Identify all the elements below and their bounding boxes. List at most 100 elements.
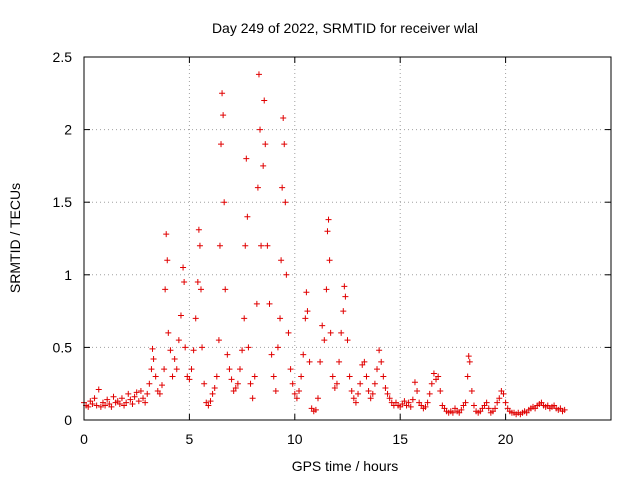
data-point <box>142 399 149 406</box>
data-point <box>405 399 412 406</box>
data-point <box>245 344 252 351</box>
data-point <box>213 373 220 380</box>
data-point <box>331 385 338 392</box>
data-point <box>89 401 96 408</box>
plot-frame <box>83 56 612 421</box>
data-point <box>485 405 492 412</box>
data-point <box>435 373 442 380</box>
data-point <box>251 373 258 380</box>
data-point <box>190 347 197 354</box>
data-point <box>355 390 362 397</box>
data-point <box>135 398 142 405</box>
data-point <box>209 390 216 397</box>
data-point <box>85 403 92 410</box>
data-point <box>173 366 180 373</box>
data-point <box>384 390 391 397</box>
data-point <box>386 395 393 402</box>
data-point <box>462 399 469 406</box>
data-point <box>357 380 364 387</box>
data-point <box>152 373 159 380</box>
data-point <box>255 71 262 78</box>
data-point <box>102 402 109 409</box>
data-point <box>466 358 473 365</box>
data-point <box>125 390 132 397</box>
x-axis-label: GPS time / hours <box>292 458 399 474</box>
data-point <box>236 366 243 373</box>
data-point <box>266 300 273 307</box>
x-tick-label: 0 <box>80 431 88 447</box>
data-point <box>344 337 351 344</box>
data-point <box>561 406 568 413</box>
data-point <box>283 271 290 278</box>
data-point <box>175 337 182 344</box>
data-point <box>218 141 225 148</box>
data-point <box>274 344 281 351</box>
data-point <box>261 97 268 104</box>
data-point <box>430 370 437 377</box>
x-tick-label: 20 <box>498 431 514 447</box>
y-tick-label: 1 <box>64 267 72 283</box>
data-point <box>409 396 416 403</box>
data-point <box>197 286 204 293</box>
data-point <box>336 358 343 365</box>
data-point <box>369 390 376 397</box>
data-point <box>148 366 155 373</box>
data-point <box>296 387 303 394</box>
data-point <box>211 385 218 392</box>
data-point <box>129 401 136 408</box>
data-point <box>458 406 465 413</box>
data-point <box>116 401 123 408</box>
data-point <box>165 329 172 336</box>
data-point <box>110 393 117 400</box>
data-point <box>239 347 246 354</box>
y-axis-label: SRMTID / TECUs <box>7 183 23 293</box>
x-tick-label: 10 <box>287 431 303 447</box>
data-point <box>319 322 326 329</box>
data-point <box>401 398 408 405</box>
data-point <box>342 293 349 300</box>
data-points <box>81 71 568 418</box>
data-point <box>411 379 418 386</box>
data-point <box>149 345 156 352</box>
data-point <box>228 376 235 383</box>
data-point <box>171 356 178 363</box>
data-point <box>464 373 471 380</box>
data-point <box>483 399 490 406</box>
data-point <box>502 399 509 406</box>
data-point <box>279 184 286 191</box>
data-point <box>277 315 284 322</box>
data-point <box>131 393 138 400</box>
axis-ticks: 0 0.5 1 1.5 2 2.5 0 5 10 15 20 <box>53 49 611 447</box>
data-point <box>194 279 201 286</box>
data-point <box>414 387 421 394</box>
data-point <box>437 387 444 394</box>
data-point <box>234 380 241 387</box>
data-point <box>449 409 456 416</box>
data-point <box>376 347 383 354</box>
data-point <box>500 390 507 397</box>
data-point <box>247 380 254 387</box>
data-point <box>321 337 328 344</box>
data-point <box>272 387 279 394</box>
data-point <box>156 390 163 397</box>
data-point <box>326 257 333 264</box>
data-point <box>350 395 357 402</box>
y-tick-label: 0.5 <box>53 339 73 355</box>
data-point <box>118 395 125 402</box>
data-point <box>199 344 206 351</box>
data-point <box>260 162 267 169</box>
data-point <box>367 395 374 402</box>
data-point <box>196 242 203 249</box>
data-point <box>293 395 300 402</box>
data-point <box>317 358 324 365</box>
data-point <box>268 351 275 358</box>
data-point <box>222 286 229 293</box>
data-point <box>216 242 223 249</box>
data-point <box>140 395 147 402</box>
data-point <box>164 257 171 264</box>
data-point <box>167 347 174 354</box>
data-point <box>280 114 287 121</box>
data-point <box>95 386 102 393</box>
data-point <box>302 315 309 322</box>
